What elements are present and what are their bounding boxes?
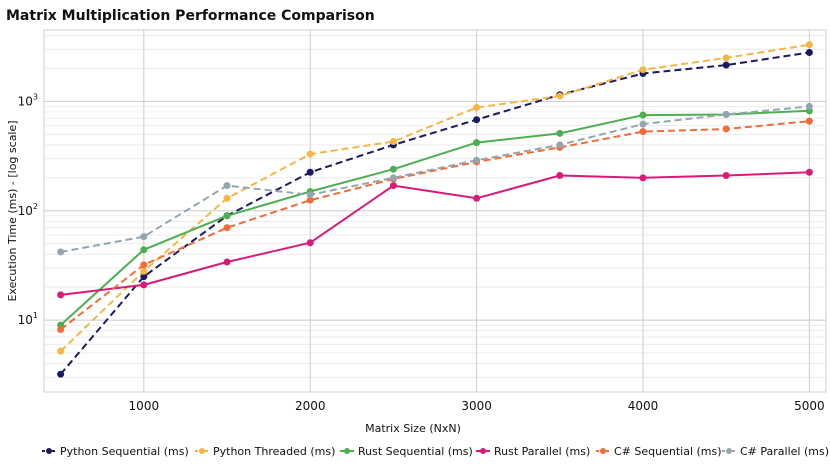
- legend-label-c-parallel-ms: C# Parallel (ms): [740, 445, 829, 458]
- data-point-python-threaded-ms: [306, 150, 314, 158]
- data-point-c-sequential-ms: [306, 196, 314, 204]
- data-point-python-threaded-ms: [473, 103, 481, 111]
- data-point-c-sequential-ms: [140, 261, 148, 269]
- legend-marker-python-sequential-ms: [46, 448, 52, 454]
- data-point-python-threaded-ms: [639, 66, 647, 74]
- legend-marker-rust-sequential-ms: [344, 448, 350, 454]
- data-point-c-parallel-ms: [639, 120, 647, 128]
- data-point-c-sequential-ms: [639, 128, 647, 136]
- data-point-python-sequential-ms: [805, 49, 813, 57]
- legend: Python Sequential (ms) Python Threaded (m…: [42, 445, 829, 458]
- data-point-c-parallel-ms: [57, 248, 65, 256]
- legend-marker-c-sequential-ms: [600, 448, 606, 454]
- chart-title: Matrix Multiplication Performance Compar…: [6, 8, 375, 24]
- ticks-layer: 101 102 103 1000 2000 3000 4000 5000: [18, 92, 825, 413]
- data-point-rust-parallel-ms: [306, 239, 314, 247]
- series-line-c-sequential-ms: [59, 120, 810, 331]
- data-point-c-parallel-ms: [223, 182, 231, 190]
- data-point-python-sequential-ms: [473, 116, 481, 124]
- legend-label-c-sequential-ms: C# Sequential (ms): [614, 445, 722, 458]
- data-point-c-parallel-ms: [722, 110, 730, 118]
- series-line-c-parallel-ms: [60, 105, 810, 253]
- data-point-rust-parallel-ms: [473, 194, 481, 202]
- data-point-python-threaded-ms: [223, 194, 231, 202]
- data-point-python-threaded-ms: [140, 267, 148, 275]
- data-point-rust-parallel-ms: [223, 258, 231, 266]
- data-point-c-parallel-ms: [140, 233, 148, 241]
- data-point-python-threaded-ms: [805, 41, 813, 49]
- data-point-c-sequential-ms: [805, 117, 813, 125]
- series-line-python-sequential-ms: [59, 51, 810, 375]
- data-point-rust-parallel-ms: [805, 168, 813, 176]
- data-point-python-threaded-ms: [389, 137, 397, 145]
- series-line-python-threaded-ms: [59, 43, 810, 352]
- x-tick-label: 5000: [794, 399, 825, 413]
- series-line-rust-parallel-ms: [60, 171, 810, 296]
- data-point-rust-parallel-ms: [389, 182, 397, 190]
- data-point-c-sequential-ms: [722, 125, 730, 133]
- series-layer: [57, 41, 813, 378]
- legend-label-python-sequential-ms: Python Sequential (ms): [60, 445, 189, 458]
- data-point-rust-sequential-ms: [639, 111, 647, 119]
- legend-marker-c-parallel-ms: [726, 448, 732, 454]
- y-tick-label: 101: [18, 311, 38, 327]
- legend-label-rust-sequential-ms: Rust Sequential (ms): [358, 445, 473, 458]
- data-point-c-sequential-ms: [57, 326, 65, 334]
- data-point-rust-parallel-ms: [57, 291, 65, 299]
- data-point-rust-sequential-ms: [223, 212, 231, 220]
- data-point-c-parallel-ms: [306, 191, 314, 199]
- series-line-rust-sequential-ms: [59, 109, 810, 326]
- data-point-rust-sequential-ms: [556, 129, 564, 137]
- legend-label-python-threaded-ms: Python Threaded (ms): [213, 445, 335, 458]
- legend-label-rust-parallel-ms: Rust Parallel (ms): [494, 445, 590, 458]
- data-point-python-sequential-ms: [722, 61, 730, 69]
- data-point-python-threaded-ms: [556, 92, 564, 100]
- data-point-c-parallel-ms: [556, 141, 564, 149]
- x-tick-label: 4000: [628, 399, 659, 413]
- data-point-rust-parallel-ms: [140, 281, 148, 289]
- x-tick-label: 3000: [461, 399, 492, 413]
- data-point-python-sequential-ms: [306, 168, 314, 176]
- data-point-rust-sequential-ms: [140, 246, 148, 254]
- data-point-c-parallel-ms: [805, 102, 813, 110]
- data-point-rust-sequential-ms: [389, 165, 397, 173]
- data-point-python-threaded-ms: [57, 347, 65, 355]
- data-point-c-sequential-ms: [223, 224, 231, 232]
- legend-marker-python-threaded-ms: [199, 448, 205, 454]
- legend-marker-rust-parallel-ms: [480, 448, 486, 454]
- y-axis-label: Execution Time (ms) - [log scale]: [6, 120, 19, 301]
- x-tick-label: 1000: [129, 399, 160, 413]
- data-point-c-parallel-ms: [389, 174, 397, 182]
- data-point-c-parallel-ms: [473, 156, 481, 164]
- y-tick-label: 102: [18, 202, 38, 218]
- data-point-rust-sequential-ms: [473, 139, 481, 147]
- data-point-python-sequential-ms: [57, 370, 65, 378]
- data-point-python-threaded-ms: [722, 54, 730, 62]
- x-tick-label: 2000: [295, 399, 326, 413]
- data-point-rust-parallel-ms: [556, 172, 564, 180]
- y-tick-label: 103: [18, 92, 38, 108]
- data-point-python-sequential-ms: [140, 273, 148, 281]
- data-point-rust-parallel-ms: [722, 172, 730, 180]
- x-axis-label: Matrix Size (NxN): [365, 422, 461, 435]
- data-point-rust-parallel-ms: [639, 174, 647, 182]
